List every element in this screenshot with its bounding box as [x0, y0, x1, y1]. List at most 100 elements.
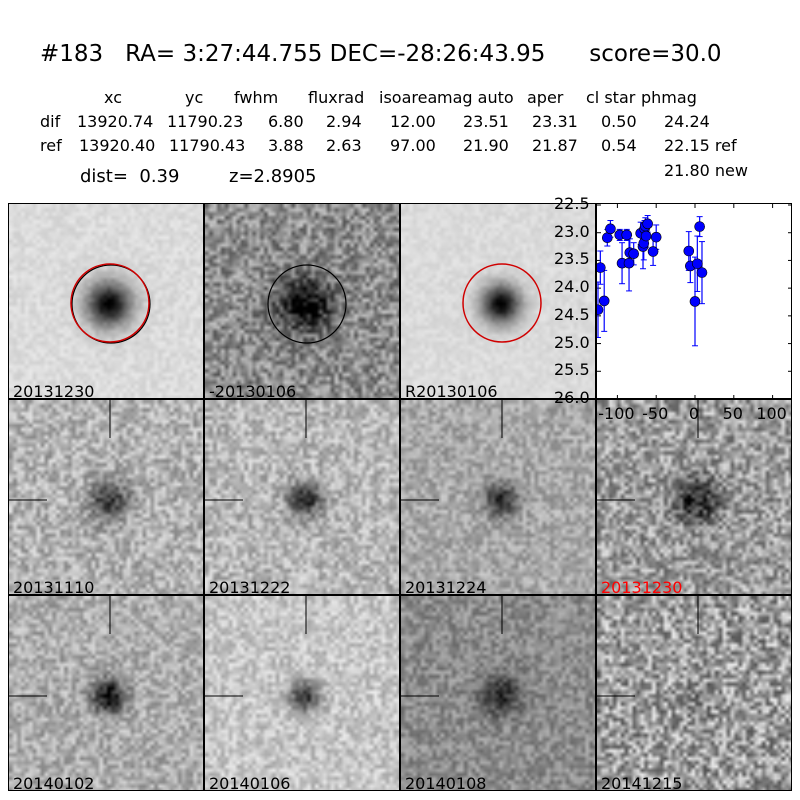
x-tick-label: 50: [722, 404, 743, 423]
data-point: [628, 248, 639, 260]
stamp-date-label: 20140108: [405, 774, 487, 791]
stamp-image: [597, 596, 791, 790]
redshift-label: z=2.8905: [229, 166, 317, 187]
y-tick-label: 23.0: [554, 221, 590, 241]
data-point: [592, 304, 604, 316]
cell-value: 21.87: [532, 136, 578, 155]
image-stamp: 20140102: [8, 595, 204, 791]
cell-value: 2.94: [326, 112, 362, 131]
image-stamp: 20140108: [400, 595, 596, 791]
aperture-circle: [267, 264, 347, 344]
x-tick-label: 100: [756, 404, 787, 423]
stamp-image: [9, 400, 203, 594]
stamp-image: [205, 204, 399, 398]
y-tick-label: 24.5: [554, 304, 590, 324]
cell-value: 21.90: [463, 136, 509, 155]
y-tick-label: 22.5: [554, 194, 590, 213]
column-header: aper: [527, 88, 564, 107]
image-stamp: -20130106: [204, 203, 400, 399]
stamp-image: [401, 400, 595, 594]
image-stamp: 20131110: [8, 399, 204, 595]
stamp-image: [205, 596, 399, 790]
stamp-date-label: 20131110: [13, 578, 95, 595]
column-header: phmag: [641, 88, 697, 107]
title: #183 RA= 3:27:44.755 DEC=-28:26:43.95 sc…: [40, 41, 722, 67]
data-point: [640, 230, 652, 242]
cell-value: 22.15 ref: [664, 136, 737, 155]
cell-value: 24.24: [664, 112, 710, 131]
image-stamp: 20131230: [596, 399, 792, 595]
row-label: dif: [40, 112, 61, 131]
aperture-circle-red: [462, 263, 542, 343]
data-point: [621, 229, 633, 241]
image-stamp: 20131222: [204, 399, 400, 595]
image-stamp: 20131224: [400, 399, 596, 595]
column-header: mag auto: [437, 88, 514, 107]
data-point: [683, 245, 695, 257]
column-header: fluxrad: [308, 88, 365, 107]
y-tick-label: 25.5: [554, 360, 590, 380]
stamp-image: [401, 596, 595, 790]
phmag-new: 21.80 new: [664, 161, 748, 180]
data-point: [647, 246, 659, 257]
aperture-circle-red: [70, 263, 150, 343]
image-stamp: 20141215: [596, 595, 792, 791]
row-label: ref: [40, 136, 62, 155]
stamp-image: [401, 204, 595, 398]
cell-value: 23.31: [532, 112, 578, 131]
column-header: xc: [104, 88, 122, 107]
cell-value: 11790.23: [167, 112, 244, 131]
image-stamp: 20140106: [204, 595, 400, 791]
data-point: [598, 295, 610, 307]
data-point: [694, 221, 705, 232]
stamp-date-label: 20140102: [13, 774, 95, 791]
cell-value: 13920.74: [77, 112, 154, 131]
data-point: [650, 231, 662, 243]
y-tick-label: 23.5: [554, 249, 590, 269]
dist-label: dist= 0.39: [80, 166, 180, 187]
stamp-image: [597, 400, 791, 594]
cell-value: 12.00: [390, 112, 436, 131]
data-point: [692, 258, 703, 270]
column-header: yc: [185, 88, 204, 107]
stamp-date-label: 20131230: [13, 382, 95, 399]
cell-value: 11790.43: [169, 136, 246, 155]
y-tick-label: 24.0: [554, 277, 590, 297]
data-point: [642, 218, 653, 230]
x-tick-label: -100: [598, 404, 635, 423]
column-header: cl star: [586, 88, 636, 107]
data-point: [623, 257, 635, 269]
x-tick-label: -50: [642, 404, 669, 423]
data-point: [696, 267, 708, 278]
column-header: isoarea: [379, 88, 438, 107]
stamp-image: [9, 204, 203, 398]
cell-value: 97.00: [390, 136, 436, 155]
stamp-date-label: 20131230: [601, 578, 683, 595]
stamp-date-label: 20140106: [209, 774, 291, 791]
x-tick-label: 0: [688, 404, 700, 423]
cell-value: 6.80: [268, 112, 304, 131]
stamp-date-label: R20130106: [405, 382, 498, 399]
column-header: fwhm: [234, 88, 279, 107]
cell-value: 13920.40: [79, 136, 156, 155]
y-tick-label: 25.0: [554, 332, 590, 352]
cell-value: 0.54: [601, 136, 637, 155]
stamp-date-label: 20141215: [601, 774, 683, 791]
y-tick-label: 26.0: [554, 388, 590, 407]
aperture-circle: [71, 264, 151, 344]
lightcurve-plot: [592, 203, 792, 400]
stamp-date-label: 20131222: [209, 578, 291, 595]
image-stamp: 20131230: [8, 203, 204, 399]
cell-value: 0.50: [601, 112, 637, 131]
cell-value: 2.63: [326, 136, 362, 155]
data-point: [605, 223, 616, 235]
stamp-image: [205, 400, 399, 594]
stamp-date-label: -20130106: [209, 382, 297, 399]
data-point: [689, 296, 701, 307]
cell-value: 23.51: [463, 112, 509, 131]
stamp-image: [9, 596, 203, 790]
data-point: [602, 232, 613, 244]
cell-value: 3.88: [268, 136, 304, 155]
stamp-date-label: 20131224: [405, 578, 487, 595]
